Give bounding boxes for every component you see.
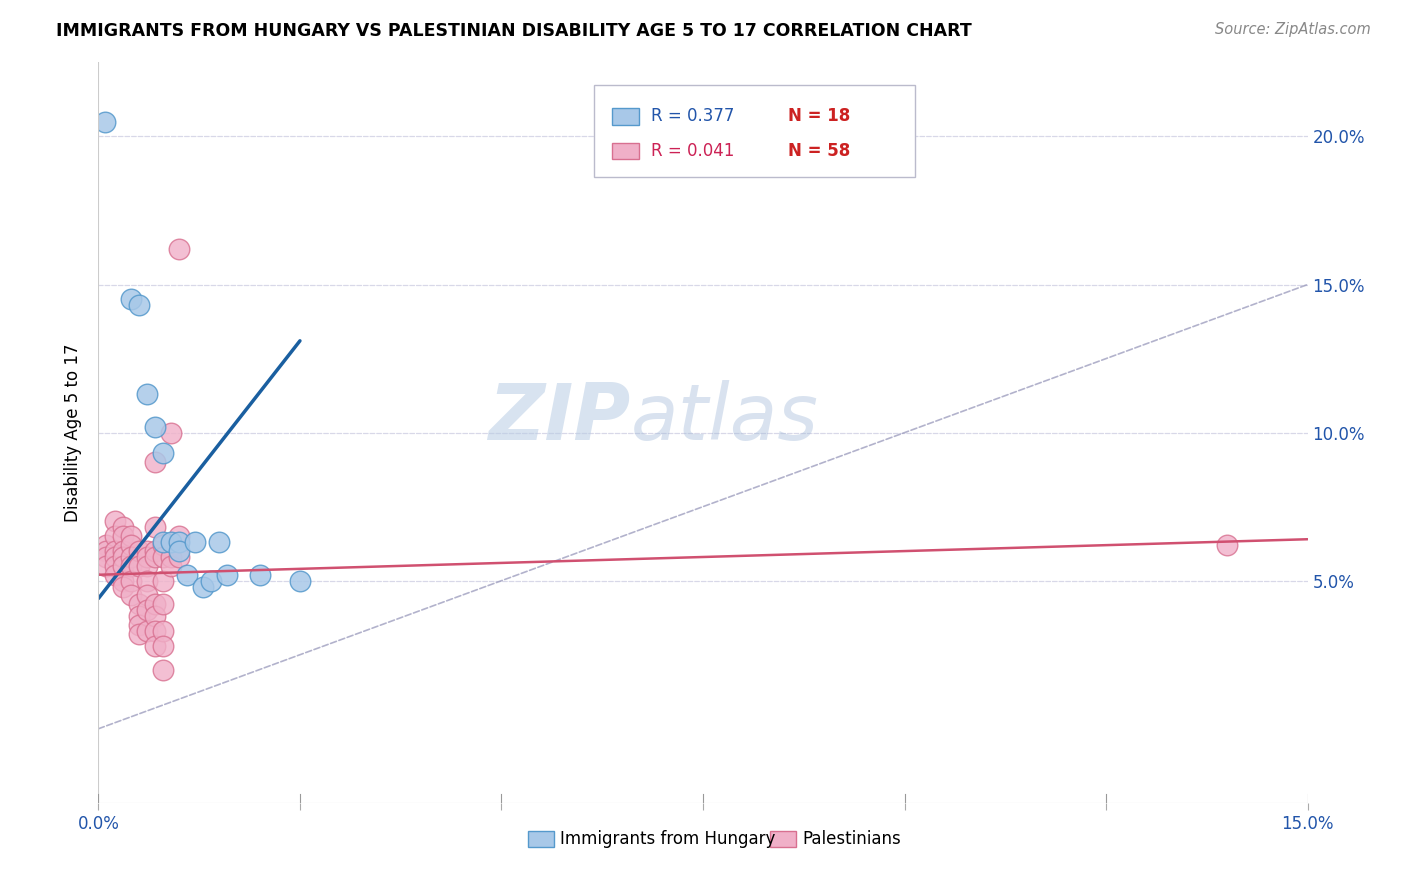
Point: [143, 544, 166, 558]
Point: [135, 589, 157, 603]
Point: [111, 580, 134, 594]
Point: [128, 627, 150, 641]
Point: [167, 535, 190, 549]
Point: [103, 544, 125, 558]
Point: [135, 544, 157, 558]
FancyBboxPatch shape: [595, 85, 915, 178]
Point: [160, 549, 183, 564]
Point: [120, 589, 142, 603]
Point: [288, 574, 311, 588]
Point: [135, 603, 157, 617]
Y-axis label: Disability Age 5 to 17: Disability Age 5 to 17: [63, 343, 82, 522]
Point: [152, 624, 174, 638]
Point: [143, 624, 166, 638]
Point: [135, 558, 157, 573]
Point: [160, 535, 183, 549]
Point: [167, 529, 190, 543]
Point: [111, 544, 134, 558]
Point: [96, 544, 118, 558]
Point: [208, 535, 231, 549]
Point: [103, 558, 125, 573]
Point: [120, 558, 142, 573]
Point: [143, 455, 166, 469]
Point: [120, 293, 142, 307]
Point: [152, 663, 174, 677]
Point: [152, 574, 174, 588]
Point: [120, 574, 142, 588]
Point: [103, 515, 125, 529]
FancyBboxPatch shape: [527, 831, 554, 847]
Point: [135, 574, 157, 588]
Point: [143, 609, 166, 624]
Text: IMMIGRANTS FROM HUNGARY VS PALESTINIAN DISABILITY AGE 5 TO 17 CORRELATION CHART: IMMIGRANTS FROM HUNGARY VS PALESTINIAN D…: [56, 22, 972, 40]
Point: [111, 529, 134, 543]
Point: [160, 558, 183, 573]
Point: [176, 567, 198, 582]
Point: [152, 535, 174, 549]
Text: Immigrants from Hungary: Immigrants from Hungary: [561, 830, 776, 848]
Point: [111, 558, 134, 573]
Point: [200, 574, 222, 588]
Point: [128, 609, 150, 624]
Text: N = 58: N = 58: [787, 143, 849, 161]
Text: Palestinians: Palestinians: [803, 830, 901, 848]
Text: Source: ZipAtlas.com: Source: ZipAtlas.com: [1215, 22, 1371, 37]
Point: [135, 549, 157, 564]
Point: [103, 549, 125, 564]
Point: [128, 544, 150, 558]
Point: [120, 549, 142, 564]
Point: [167, 549, 190, 564]
FancyBboxPatch shape: [613, 108, 638, 125]
Text: atlas: atlas: [630, 380, 818, 456]
Point: [103, 529, 125, 543]
FancyBboxPatch shape: [613, 143, 638, 160]
Point: [152, 549, 174, 564]
Point: [152, 639, 174, 653]
Point: [143, 598, 166, 612]
Point: [1216, 538, 1239, 552]
Point: [167, 242, 190, 256]
Text: N = 18: N = 18: [787, 108, 849, 126]
Point: [249, 567, 271, 582]
Point: [96, 558, 118, 573]
Point: [94, 114, 117, 128]
Point: [217, 567, 239, 582]
Point: [120, 538, 142, 552]
Point: [128, 558, 150, 573]
Point: [96, 538, 118, 552]
Point: [96, 549, 118, 564]
Point: [128, 298, 150, 312]
Point: [193, 580, 215, 594]
Point: [152, 446, 174, 460]
Point: [152, 598, 174, 612]
Point: [143, 419, 166, 434]
Point: [135, 624, 157, 638]
Point: [135, 387, 157, 401]
Text: R = 0.377: R = 0.377: [651, 108, 734, 126]
Point: [143, 520, 166, 534]
Point: [143, 549, 166, 564]
Point: [128, 618, 150, 632]
Point: [128, 598, 150, 612]
Point: [160, 425, 183, 440]
Point: [167, 544, 190, 558]
Point: [152, 538, 174, 552]
Point: [103, 567, 125, 582]
Point: [120, 529, 142, 543]
Point: [111, 520, 134, 534]
Point: [143, 639, 166, 653]
FancyBboxPatch shape: [769, 831, 796, 847]
Point: [111, 549, 134, 564]
Text: R = 0.041: R = 0.041: [651, 143, 734, 161]
Text: ZIP: ZIP: [488, 380, 630, 456]
Point: [111, 574, 134, 588]
Point: [184, 535, 207, 549]
